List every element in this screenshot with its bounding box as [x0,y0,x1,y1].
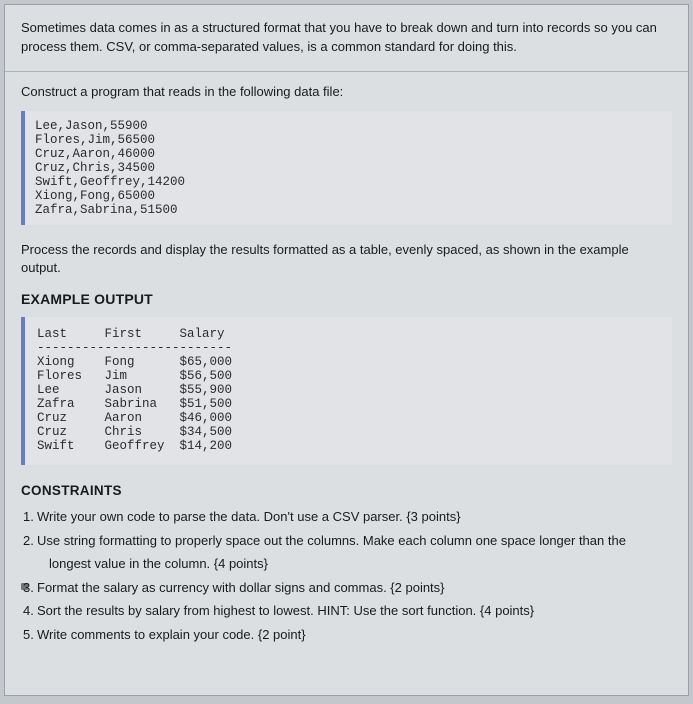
example-output-block: Last First Salary ----------------------… [21,317,672,465]
constraint-5-text: Write comments to explain your code. {2 … [37,627,306,642]
output-separator: -------------------------- [37,341,232,355]
data-file-block: Lee,Jason,55900 Flores,Jim,56500 Cruz,Aa… [21,111,672,225]
constraint-1: 1.Write your own code to parse the data.… [23,508,672,526]
constraints-list: 1.Write your own code to parse the data.… [21,508,672,643]
divider-1 [5,71,688,72]
output-header-row: Last First Salary [37,327,225,341]
constraint-5: 5.Write comments to explain your code. {… [23,626,672,644]
constraint-4-text: Sort the results by salary from highest … [37,603,534,618]
constraint-2-line1: 2.Use string formatting to properly spac… [23,532,672,550]
constraint-2-text-a: Use string formatting to properly space … [37,533,626,548]
constraint-1-text: Write your own code to parse the data. D… [37,509,461,524]
constraints-heading: CONSTRAINTS [21,483,672,498]
output-rows: Xiong Fong $65,000 Flores Jim $56,500 Le… [37,355,232,453]
intro-text: Sometimes data comes in as a structured … [21,19,672,57]
constraint-2-line2: longest value in the column. {4 points} [23,555,672,573]
prompt-text: Construct a program that reads in the fo… [21,84,672,99]
assignment-page: Sometimes data comes in as a structured … [4,4,689,696]
constraint-2-text-b: longest value in the column. {4 points} [49,556,268,571]
constraint-4: 4.Sort the results by salary from highes… [23,602,672,620]
constraint-3-text: Format the salary as currency with dolla… [37,580,445,595]
constraint-3: 3.Format the salary as currency with dol… [23,579,672,597]
process-text: Process the records and display the resu… [21,241,672,277]
example-output-heading: EXAMPLE OUTPUT [21,291,672,307]
